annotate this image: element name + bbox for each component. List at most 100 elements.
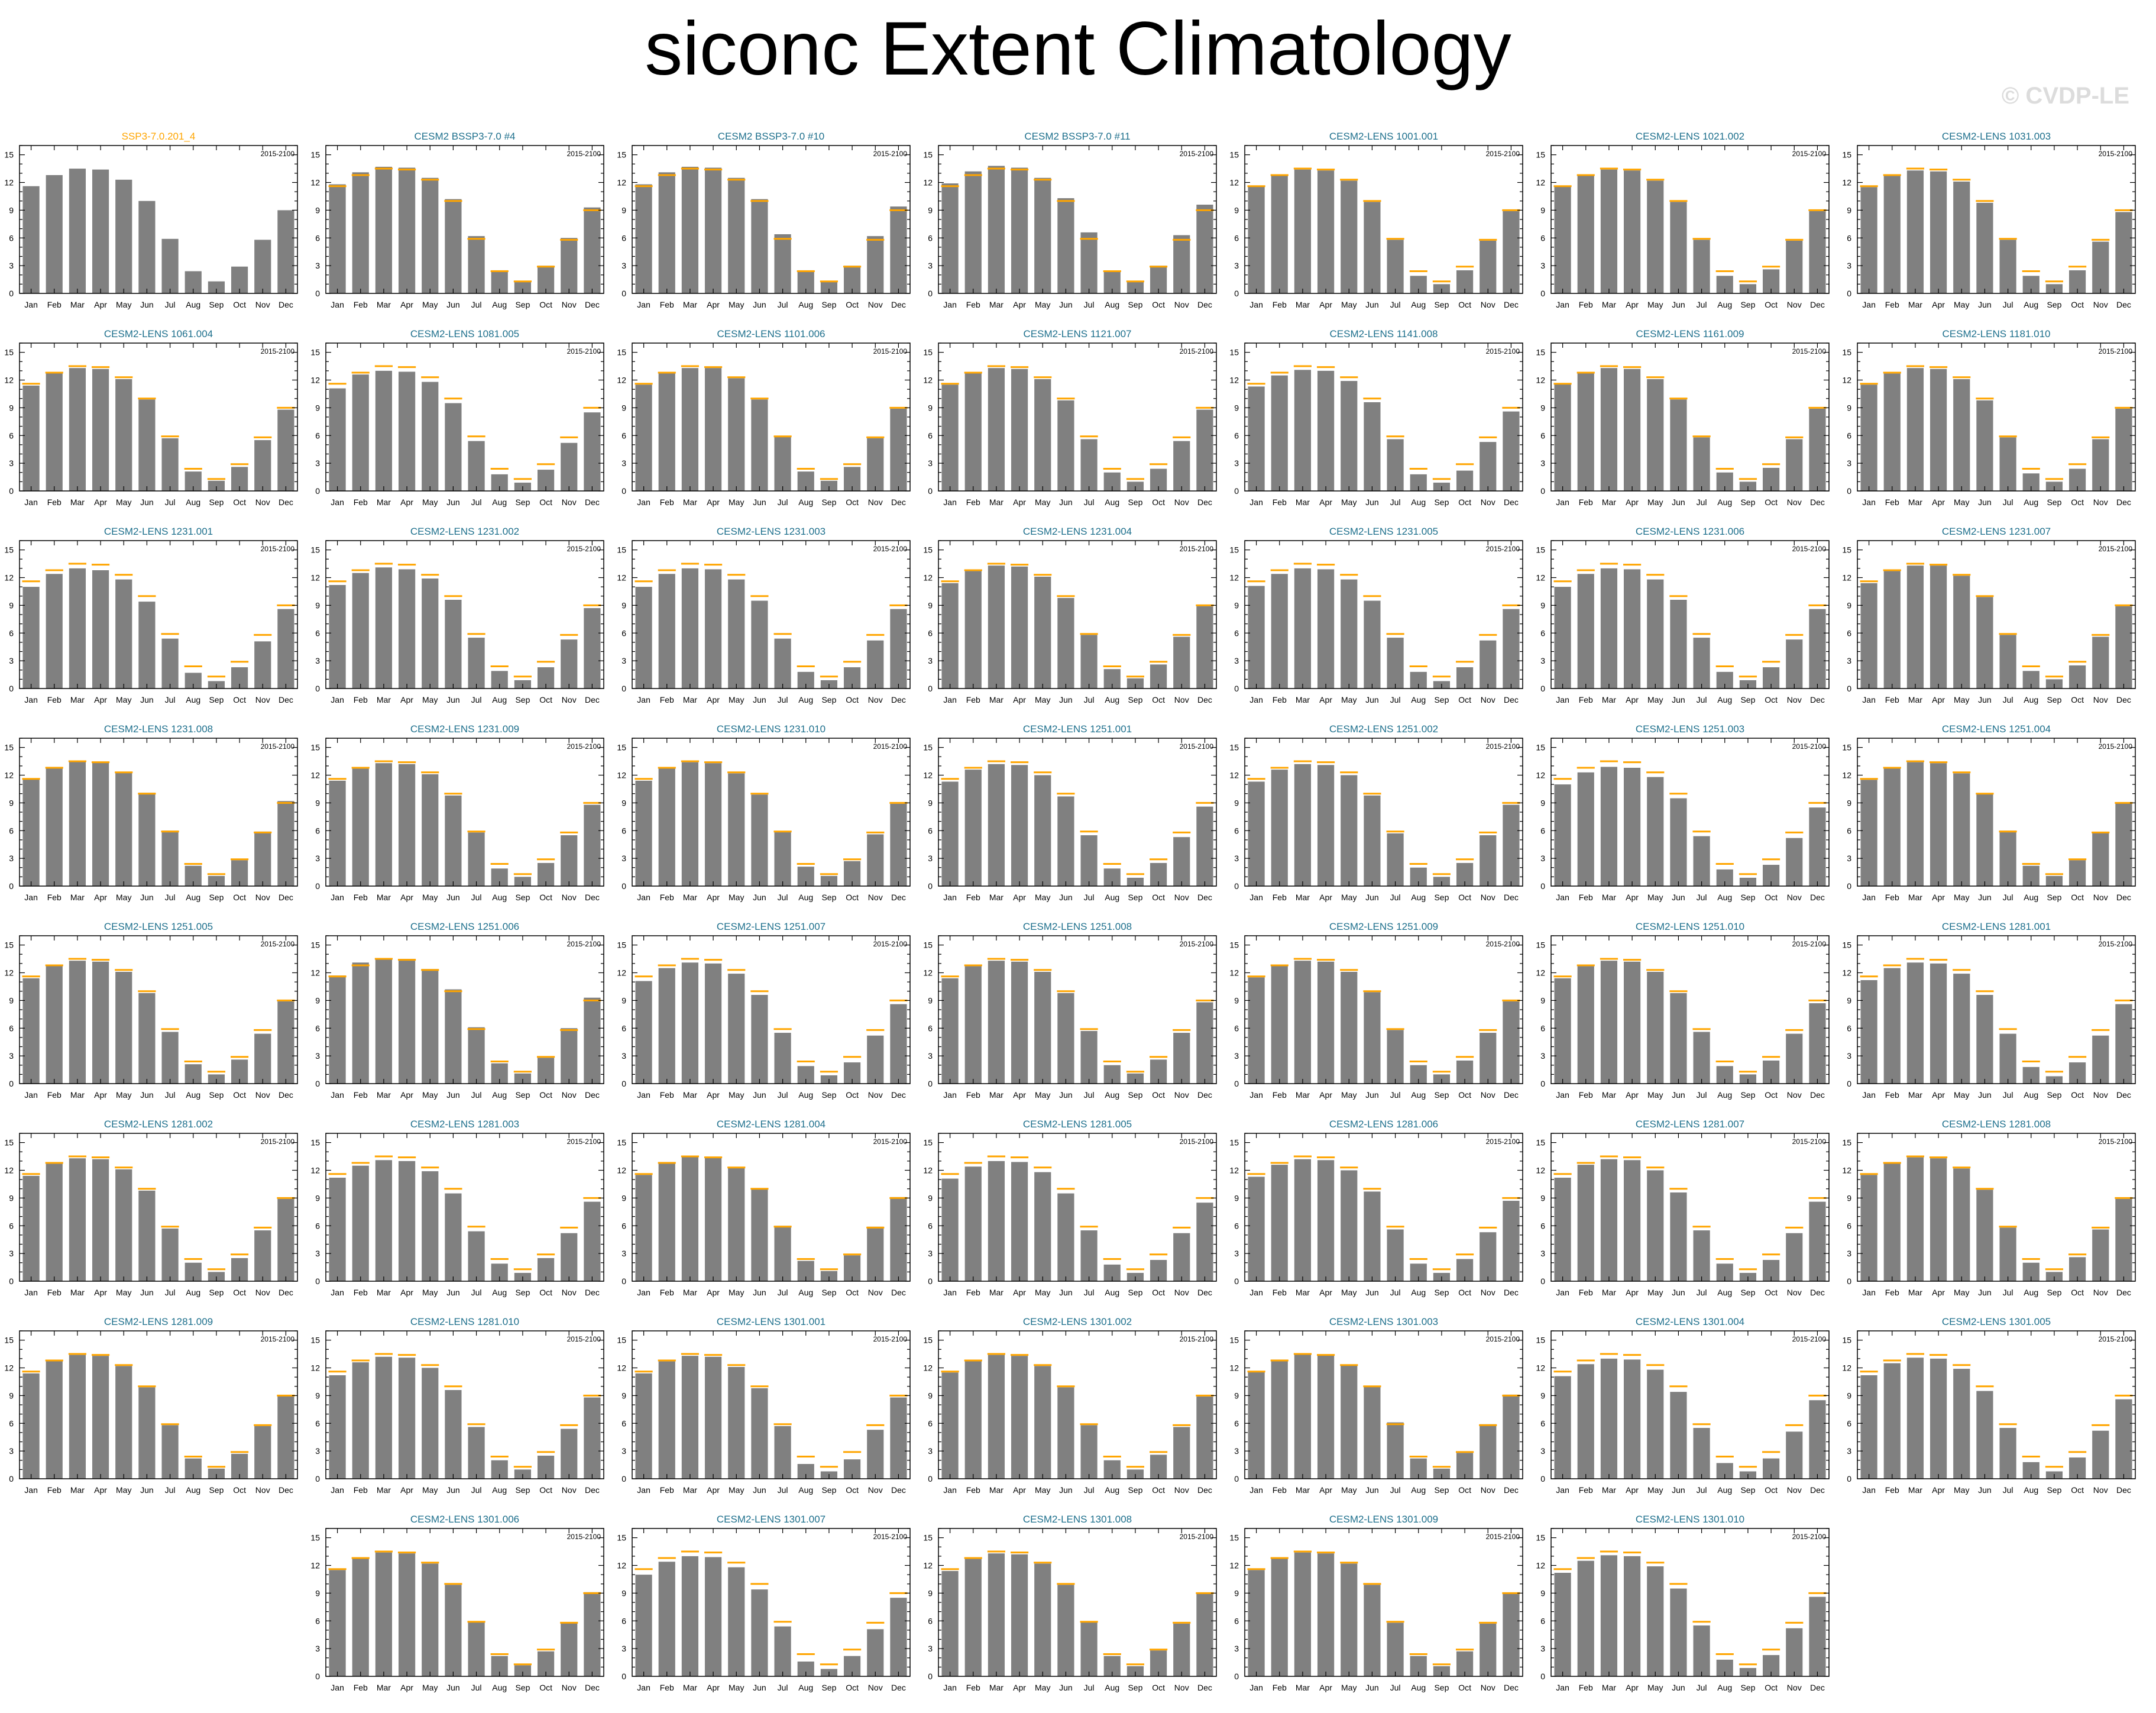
period-label: 2015-2100 bbox=[1792, 347, 1827, 355]
y-tick-label: 12 bbox=[4, 968, 14, 978]
bar-jul bbox=[468, 832, 485, 887]
x-tick-label: Apr bbox=[1013, 497, 1026, 507]
x-tick-label: Jul bbox=[1084, 1090, 1095, 1100]
x-tick-label: Mar bbox=[1908, 497, 1922, 507]
x-tick-label: Jul bbox=[778, 695, 788, 704]
x-tick-label: Nov bbox=[562, 300, 577, 309]
x-tick-label: Oct bbox=[1152, 893, 1165, 902]
x-tick-label: May bbox=[1954, 497, 1969, 507]
x-tick-label: May bbox=[1647, 300, 1663, 309]
bar-jun bbox=[138, 201, 156, 293]
x-tick-label: Nov bbox=[1174, 1090, 1189, 1100]
bar-jul bbox=[774, 1426, 791, 1479]
bar-feb bbox=[964, 770, 982, 887]
bar-apr bbox=[398, 167, 416, 293]
y-tick-label: 12 bbox=[1842, 771, 1851, 780]
x-tick-label: Jun bbox=[140, 497, 154, 507]
chart-panel: CESM2-LENS 1251.005 2015-2100 0 3 6 9 12 15 Jan F… bbox=[4, 921, 298, 1100]
bar-nov bbox=[1480, 1424, 1497, 1479]
x-tick-label: May bbox=[1035, 497, 1050, 507]
panel-title: CESM2-LENS 1251.005 bbox=[104, 921, 213, 932]
y-tick-label: 3 bbox=[1847, 1249, 1851, 1258]
x-tick-label: Nov bbox=[2093, 1090, 2108, 1100]
bar-jul bbox=[161, 638, 179, 689]
x-tick-label: Jul bbox=[778, 300, 788, 309]
bar-dec bbox=[2115, 1004, 2132, 1084]
bar-nov bbox=[1480, 442, 1497, 491]
x-tick-label: Jan bbox=[331, 695, 344, 704]
x-tick-label: Feb bbox=[1885, 893, 1899, 902]
x-tick-label: Dec bbox=[585, 1485, 600, 1495]
bar-dec bbox=[1196, 409, 1213, 491]
bar-apr bbox=[1317, 170, 1335, 293]
x-tick-label: Feb bbox=[354, 1288, 368, 1297]
bar-jul bbox=[1080, 1230, 1098, 1281]
x-tick-label: Nov bbox=[255, 1485, 270, 1495]
y-tick-label: 9 bbox=[1540, 798, 1545, 807]
bar-may bbox=[1034, 576, 1051, 689]
period-label: 2015-2100 bbox=[2099, 940, 2133, 948]
y-tick-label: 15 bbox=[1536, 150, 1545, 160]
period-label: 2015-2100 bbox=[2099, 1137, 2133, 1146]
period-label: 2015-2100 bbox=[1486, 1137, 1520, 1146]
bar-apr bbox=[92, 369, 109, 491]
x-tick-label: Mar bbox=[1908, 893, 1922, 902]
bar-dec bbox=[584, 1201, 601, 1282]
bar-dec bbox=[1196, 1396, 1213, 1479]
x-tick-label: Aug bbox=[1717, 1288, 1732, 1297]
y-tick-label: 9 bbox=[1234, 1193, 1239, 1203]
x-tick-label: Oct bbox=[539, 695, 552, 704]
x-tick-label: Aug bbox=[2024, 695, 2038, 704]
bar-jan bbox=[329, 1178, 346, 1281]
chart-panel: CESM2-LENS 1301.001 2015-2100 0 3 6 9 12 15 Jan F… bbox=[617, 1316, 911, 1495]
x-tick-label: Sep bbox=[209, 695, 224, 704]
y-tick-label: 9 bbox=[928, 205, 933, 215]
y-tick-label: 15 bbox=[617, 743, 626, 752]
bar-jan bbox=[1860, 583, 1877, 689]
bar-jul bbox=[468, 638, 485, 689]
x-tick-label: Jan bbox=[1249, 1288, 1263, 1297]
bar-nov bbox=[254, 440, 271, 491]
period-label: 2015-2100 bbox=[1180, 1137, 1214, 1146]
bar-mar bbox=[1906, 762, 1924, 887]
panel-title: CESM2-LENS 1251.009 bbox=[1329, 921, 1438, 932]
x-tick-label: Mar bbox=[683, 695, 697, 704]
bar-nov bbox=[1786, 838, 1803, 886]
bar-may bbox=[1034, 1366, 1051, 1479]
y-tick-label: 15 bbox=[617, 150, 626, 160]
y-tick-label: 12 bbox=[1229, 1363, 1239, 1373]
x-tick-label: Jun bbox=[446, 893, 460, 902]
period-label: 2015-2100 bbox=[567, 940, 601, 948]
x-tick-label: Mar bbox=[377, 695, 391, 704]
x-tick-label: Jul bbox=[1084, 893, 1095, 902]
bar-apr bbox=[92, 169, 109, 294]
x-tick-label: Feb bbox=[966, 893, 980, 902]
y-tick-label: 12 bbox=[617, 178, 626, 188]
bar-sep bbox=[1126, 1073, 1144, 1084]
bar-jan bbox=[1554, 1178, 1571, 1281]
bar-jul bbox=[774, 1033, 791, 1084]
bar-mar bbox=[988, 166, 1005, 294]
x-tick-label: Jul bbox=[471, 1485, 482, 1495]
y-tick-label: 6 bbox=[315, 1221, 320, 1230]
x-tick-label: Dec bbox=[2116, 497, 2131, 507]
bar-apr bbox=[92, 961, 109, 1084]
x-tick-label: Oct bbox=[2071, 300, 2084, 309]
bar-jul bbox=[774, 436, 791, 491]
y-tick-label: 3 bbox=[1540, 458, 1545, 468]
x-tick-label: Apr bbox=[1626, 300, 1639, 309]
y-tick-label: 0 bbox=[621, 1474, 626, 1483]
y-tick-label: 3 bbox=[621, 261, 626, 270]
y-tick-label: 6 bbox=[1847, 628, 1851, 638]
x-tick-label: Sep bbox=[515, 497, 530, 507]
bar-jun bbox=[1057, 796, 1074, 886]
period-label: 2015-2100 bbox=[1180, 150, 1214, 158]
chart-panel: CESM2-LENS 1301.004 2015-2100 0 3 6 9 12 15 Jan F… bbox=[1536, 1316, 1830, 1495]
y-tick-label: 9 bbox=[1847, 600, 1851, 610]
bar-sep bbox=[1433, 1468, 1451, 1479]
bar-mar bbox=[988, 1161, 1005, 1282]
period-label: 2015-2100 bbox=[1486, 347, 1520, 355]
bar-apr bbox=[1623, 961, 1641, 1084]
bar-nov bbox=[2092, 241, 2109, 293]
bar-jan bbox=[1554, 587, 1571, 689]
